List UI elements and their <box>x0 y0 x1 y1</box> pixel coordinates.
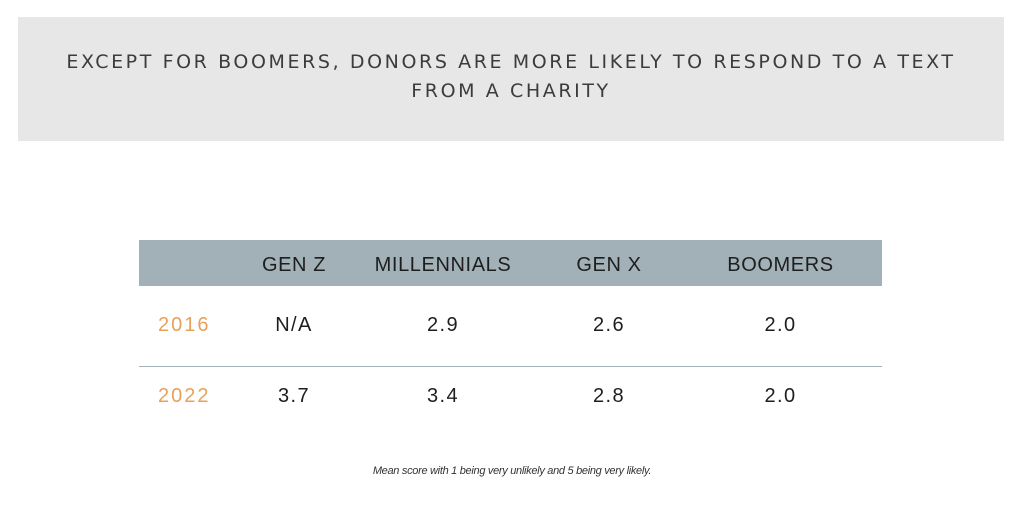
table-cell: 3.7 <box>277 384 310 407</box>
table-cell: N/A <box>275 314 313 337</box>
header-cell-gen-z: GEN Z <box>261 253 327 276</box>
table-cell: 2.8 <box>592 384 625 407</box>
header-cell-gen-x: GEN X <box>576 253 642 276</box>
table-header-row: GEN Z MILLENNIALS GEN X BOOMERS <box>139 240 882 286</box>
table-row: 2016 N/A 2.9 2.6 2.0 <box>139 286 882 366</box>
data-table: GEN Z MILLENNIALS GEN X BOOMERS 2016 N/A… <box>139 240 882 430</box>
header-cell-empty <box>139 240 241 286</box>
slide-title: EXCEPT FOR BOOMERS, DONORS ARE MORE LIKE… <box>66 51 956 102</box>
footnote: Mean score with 1 being very unlikely an… <box>372 465 652 477</box>
table-cell: 2.6 <box>592 314 625 337</box>
table-row: 2022 3.7 3.4 2.8 2.0 <box>139 366 882 430</box>
table-cell: 2.0 <box>764 384 797 407</box>
header-cell-millennials: MILLENNIALS <box>374 253 512 276</box>
year-label: 2016 <box>158 314 211 337</box>
title-band: EXCEPT FOR BOOMERS, DONORS ARE MORE LIKE… <box>18 17 1004 141</box>
table-cell: 2.0 <box>764 314 797 337</box>
header-cell-boomers: BOOMERS <box>727 253 834 276</box>
table-cell: 3.4 <box>426 384 459 407</box>
year-label: 2022 <box>158 384 211 407</box>
table-cell: 2.9 <box>426 314 459 337</box>
